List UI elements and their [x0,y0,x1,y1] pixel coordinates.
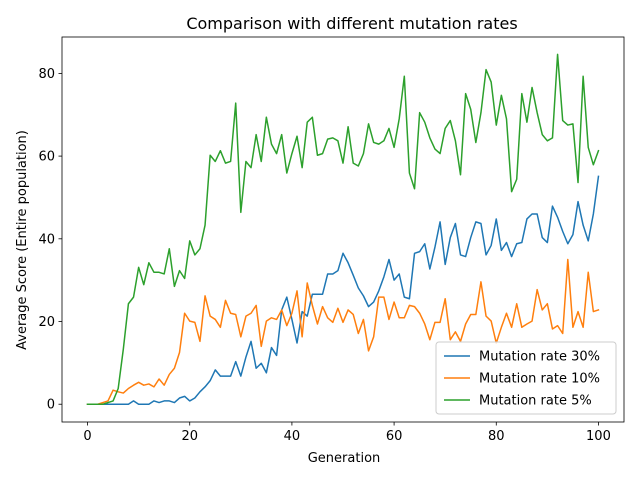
y-axis-label: Average Score (Entire population) [15,130,30,350]
legend-label: Mutation rate 5% [479,394,592,409]
y-tick-label: 0 [47,398,55,413]
legend: Mutation rate 30% Mutation rate 10% Mutati… [435,341,617,415]
y-tick-label: 20 [38,315,55,330]
x-axis-label: Generation [308,451,381,466]
y-tick-label: 60 [38,150,55,165]
plot-frame [61,36,625,423]
legend-label: Mutation rate 10% [479,372,600,387]
y-tick-label: 40 [38,232,55,247]
y-tick-label: 80 [38,67,55,82]
x-tick-label: 40 [284,429,301,444]
x-tick-label: 0 [83,429,91,444]
series-line-3 [86,53,600,405]
x-tick-label: 100 [586,429,611,444]
legend-label: Mutation rate 30% [479,350,600,365]
x-tick-label: 80 [488,429,505,444]
chart-title: Comparison with different mutation rates [186,14,517,33]
x-tick-label: 20 [181,429,198,444]
axes-layer: 0 20 40 60 80 100 0 20 40 60 80 [38,36,625,444]
series-line-1 [86,175,600,405]
series-line-2 [86,258,600,405]
legend-box [435,341,617,415]
series-layer [86,53,600,405]
x-tick-label: 60 [386,429,403,444]
